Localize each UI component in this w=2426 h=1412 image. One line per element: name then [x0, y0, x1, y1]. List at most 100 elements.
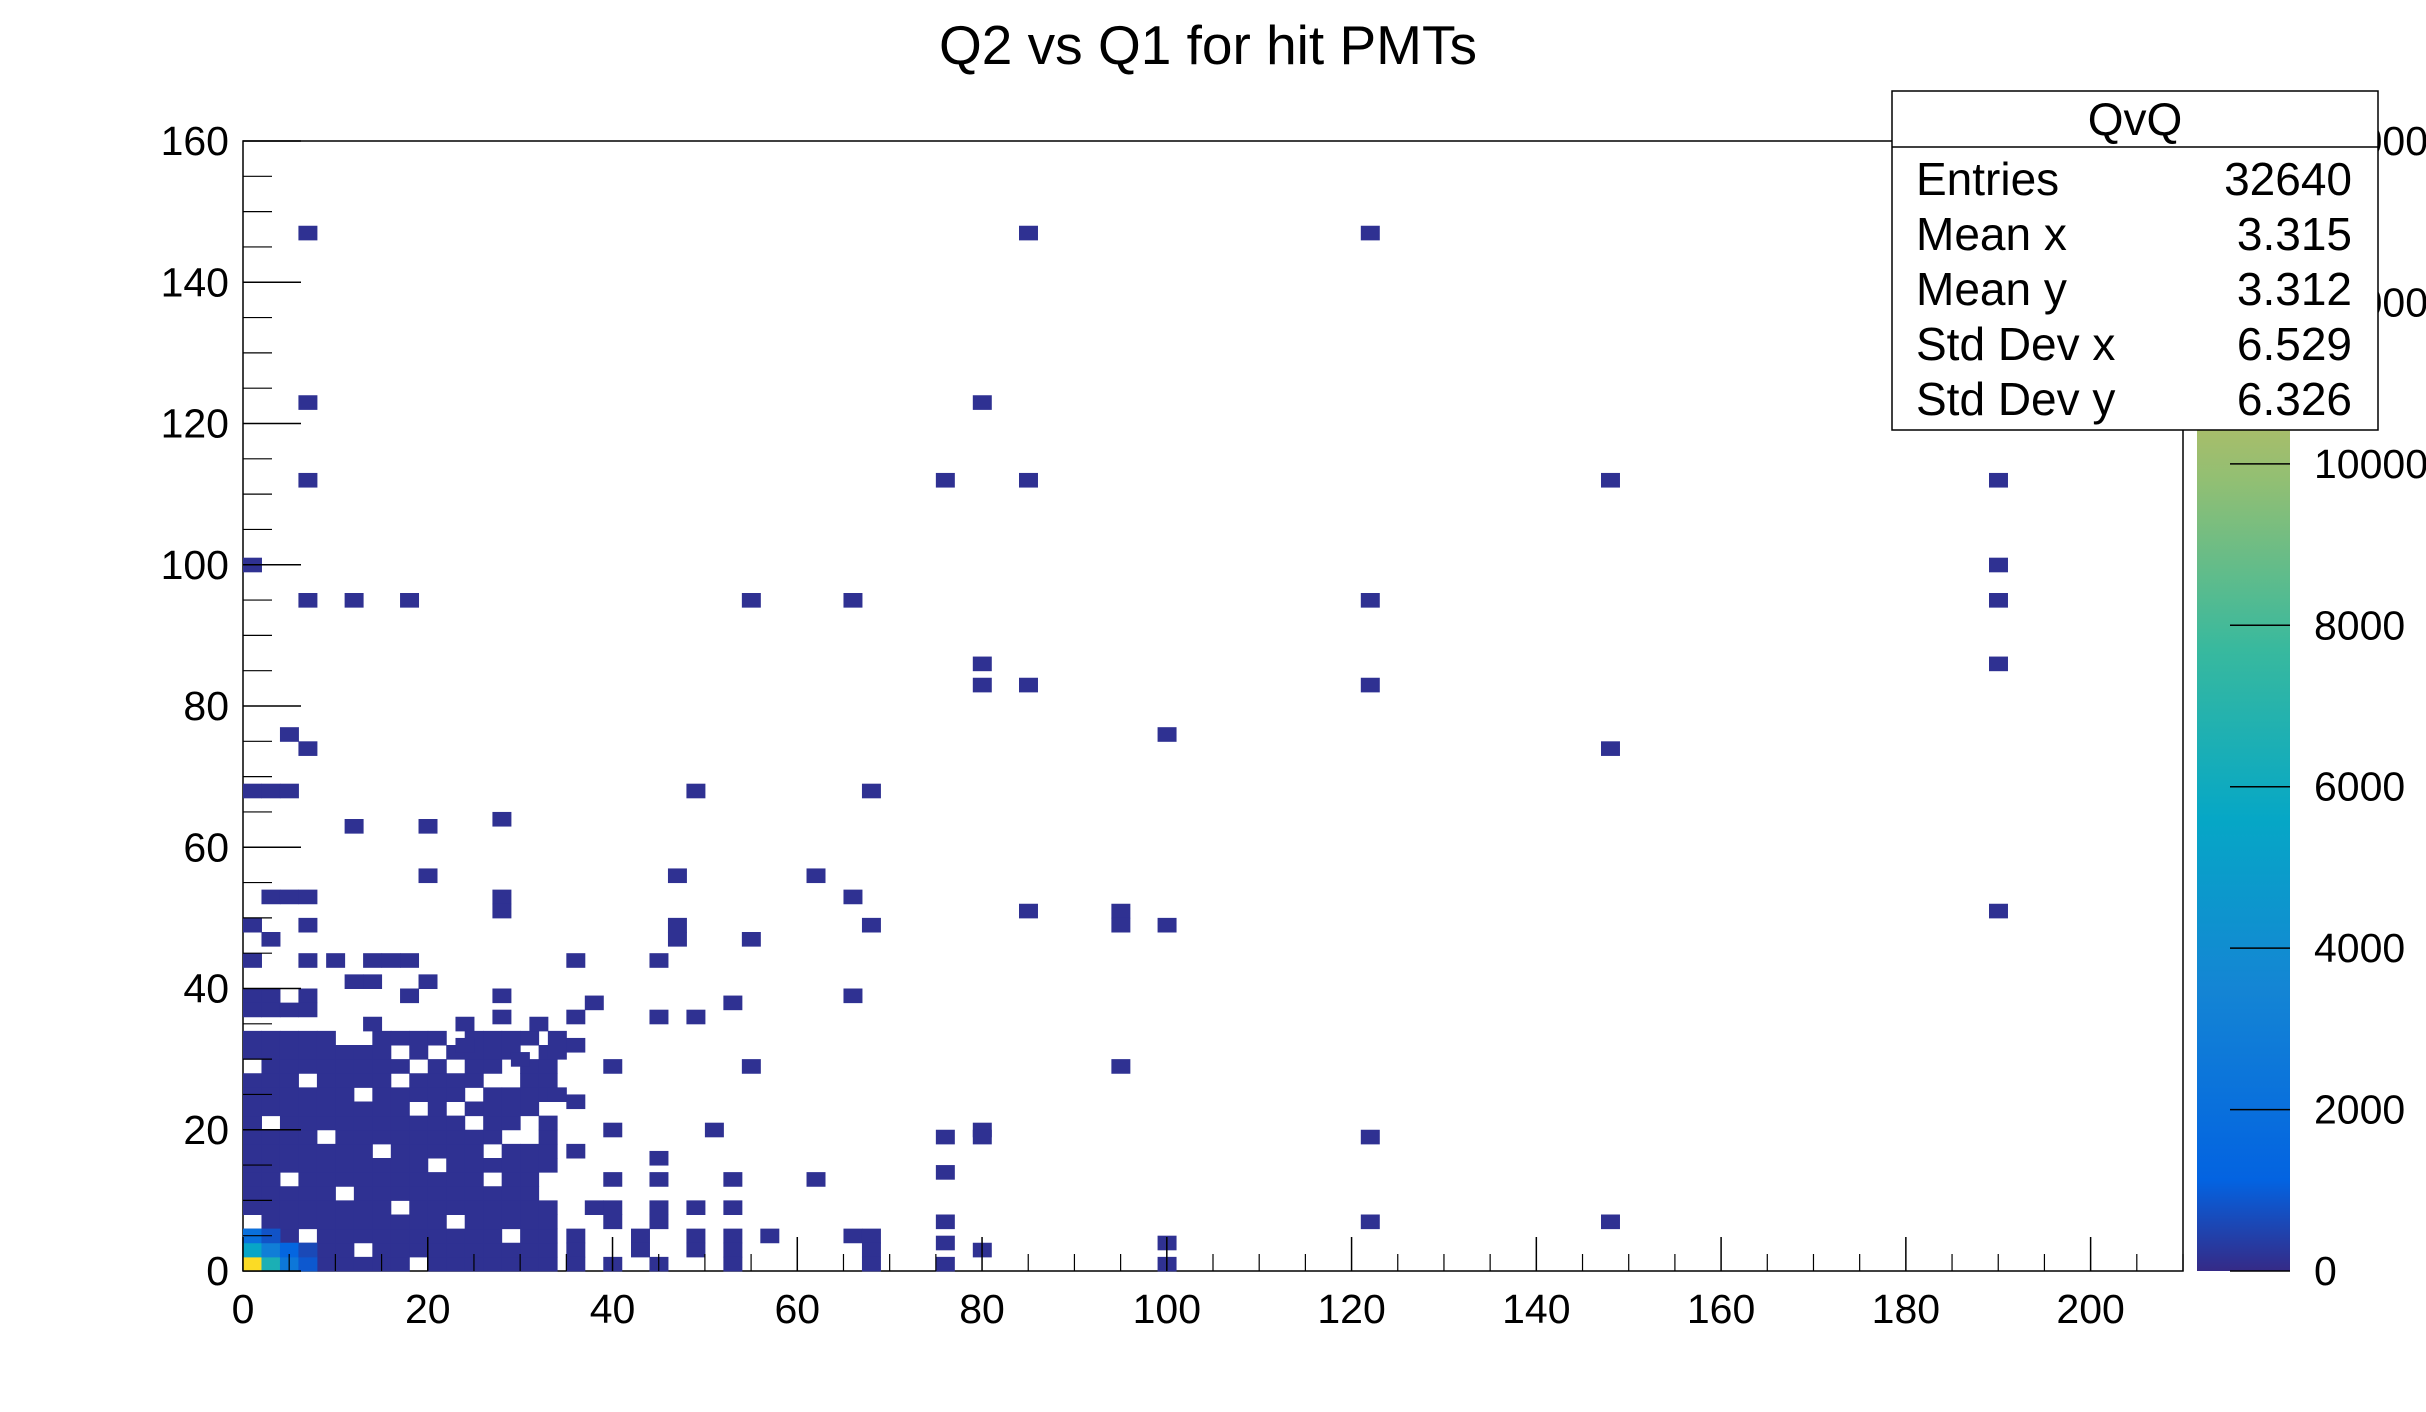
heatmap-bin	[381, 953, 401, 968]
heatmap-bin	[372, 1158, 392, 1173]
heatmap-bin	[1157, 727, 1177, 742]
heatmap-bin	[806, 1172, 826, 1187]
heatmap-bin	[298, 889, 318, 905]
heatmap-bin	[261, 1200, 281, 1215]
heatmap-bin	[723, 1228, 743, 1244]
heatmap-bin	[1989, 903, 2008, 919]
heatmap-bin	[261, 1059, 281, 1074]
heatmap-bin	[363, 953, 383, 968]
x-tick-label: 120	[1317, 1286, 1385, 1332]
heatmap-bin	[243, 1200, 262, 1215]
heatmap-bin	[409, 1172, 429, 1187]
heatmap-bin	[483, 1256, 503, 1272]
heatmap-bin	[501, 1030, 521, 1046]
axes: 0 20 40 60 80 100 120 140 160 180 200 0 20 40 60 80 100 1…	[161, 118, 2184, 1332]
heatmap-bin	[298, 1186, 318, 1201]
heatmap-bin	[861, 1242, 881, 1258]
heatmap-bin	[538, 1059, 558, 1074]
heatmap-bin	[520, 1172, 540, 1187]
heatmap-bin	[501, 1172, 521, 1187]
heatmap-bin	[372, 1228, 392, 1244]
heatmap-bin	[372, 1172, 392, 1187]
heatmap-bin	[464, 1200, 484, 1215]
heatmap-bin	[1989, 472, 2008, 488]
heatmap-bin	[298, 1101, 318, 1117]
heatmap-bin	[723, 1172, 743, 1187]
heatmap-bin	[372, 1129, 392, 1145]
heatmap-bin	[501, 1214, 521, 1230]
y-tick-label: 80	[183, 683, 229, 729]
heatmap-bin	[760, 1228, 780, 1244]
heatmap-bin	[261, 1143, 281, 1159]
heatmap-bin	[279, 1214, 299, 1230]
heatmap-bin	[972, 677, 992, 693]
heatmap-bin	[1360, 225, 1380, 241]
heatmap-bin	[390, 1228, 410, 1244]
heatmap-bin	[667, 932, 687, 947]
heatmap-bin	[409, 1115, 429, 1131]
heatmap-bin	[483, 1059, 503, 1074]
stats-box: QvQ Entries 32640 Mean x 3.315 Mean y 3.312 St…	[1891, 90, 2379, 431]
heatmap-bin	[298, 1115, 318, 1131]
heatmap-bin	[483, 1045, 503, 1060]
heatmap-bin	[584, 1200, 604, 1215]
heatmap-bin	[261, 1030, 281, 1046]
heatmap-bin	[935, 1165, 955, 1180]
heatmap-bin	[298, 1129, 318, 1145]
heatmap-bin	[400, 988, 420, 1004]
heatmap-bin	[335, 1073, 355, 1088]
heatmap-bin	[935, 472, 955, 488]
heatmap-bin	[298, 953, 318, 968]
heatmap-bin	[279, 783, 299, 799]
heatmap-cell	[261, 1256, 281, 1272]
heatmap-bin	[279, 1045, 299, 1060]
heatmap-bin	[353, 1073, 373, 1088]
heatmap-bin	[843, 1228, 863, 1244]
heatmap-cell	[243, 1256, 262, 1272]
palette-tick-label: 4000	[2314, 925, 2405, 971]
heatmap-bin	[1019, 677, 1038, 693]
heatmap-bin	[418, 974, 438, 989]
heatmap-bin	[483, 1115, 503, 1131]
heatmap-bin	[520, 1073, 540, 1088]
heatmap-bin	[843, 593, 863, 608]
heatmap-bin	[566, 1228, 586, 1244]
heatmap-bin	[538, 1158, 558, 1173]
x-tick-label: 0	[232, 1286, 255, 1332]
heatmap-bin	[279, 1059, 299, 1074]
heatmap-bin	[538, 1200, 558, 1215]
x-tick-label: 160	[1687, 1286, 1755, 1332]
heatmap-bin	[390, 1242, 410, 1258]
x-tick-label: 20	[405, 1286, 451, 1332]
heatmap-bin	[667, 917, 687, 933]
heatmap-bin	[649, 1150, 669, 1166]
heatmap-bin	[279, 1129, 299, 1145]
heatmap-bin	[427, 1073, 447, 1088]
heatmap-bin	[492, 889, 512, 905]
heatmap-bin	[298, 1200, 318, 1215]
palette-tick-label: 2000	[2314, 1087, 2405, 1133]
x-tick-label: 60	[774, 1286, 820, 1332]
heatmap-bin	[861, 783, 881, 799]
heatmap-bin	[409, 1045, 429, 1060]
heatmap-bin	[1019, 225, 1038, 241]
heatmap-bin	[418, 868, 438, 884]
heatmap-bin	[520, 1030, 540, 1046]
heatmap-bin	[316, 1059, 336, 1074]
heatmap-bin	[566, 1143, 586, 1159]
heatmap-bin	[390, 1256, 410, 1272]
heatmap-bin	[279, 1186, 299, 1201]
heatmap-bin	[335, 1087, 355, 1102]
heatmap-bin	[390, 1158, 410, 1173]
heatmap-bin	[464, 1129, 484, 1145]
heatmap-bin	[298, 593, 318, 608]
heatmap-bin	[316, 1115, 336, 1131]
heatmap-bin	[353, 1186, 373, 1201]
heatmap-bin	[409, 1242, 429, 1258]
heatmap-bin	[741, 593, 761, 608]
heatmap-bin	[686, 783, 706, 799]
heatmap-bin	[279, 1073, 299, 1088]
heatmap-bin	[261, 783, 281, 799]
heatmap-bin	[316, 1045, 336, 1060]
heatmap-bin	[1360, 1214, 1380, 1230]
